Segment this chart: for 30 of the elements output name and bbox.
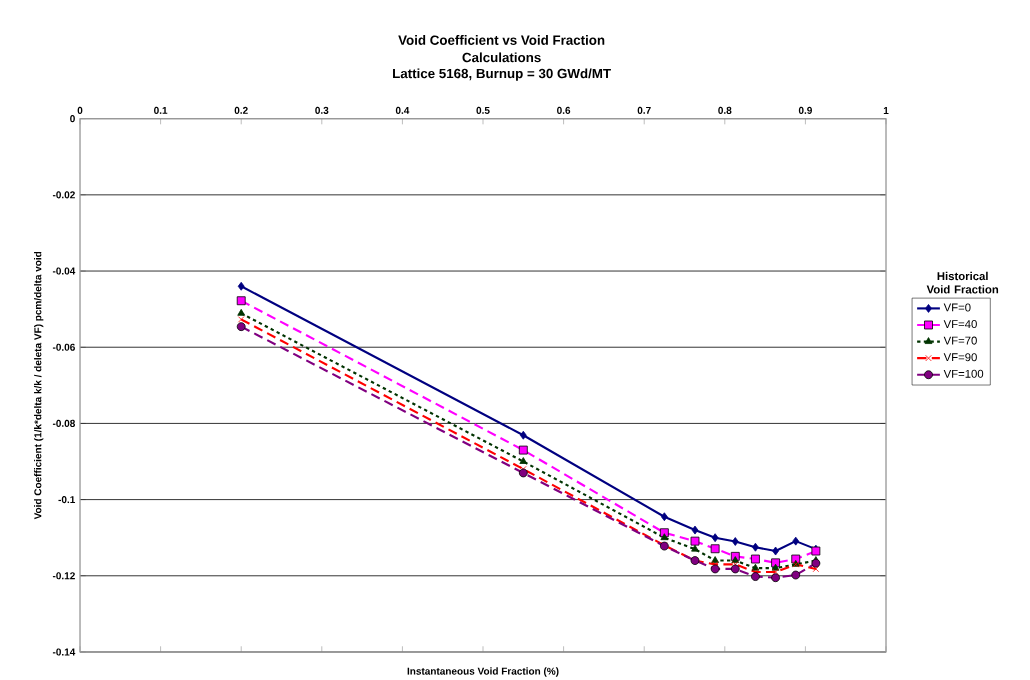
x-tick-label: 0.6	[557, 106, 571, 114]
x-tick-label: 0.4	[395, 106, 410, 114]
y-tick-label: -0.06	[52, 343, 75, 351]
x-tick-label: 1	[883, 107, 889, 114]
y-tick-label: -0.14	[52, 648, 76, 656]
y-tick-label: -0.1	[58, 496, 76, 504]
x-tick-label: 0.8	[718, 106, 732, 114]
legend-label: VF=100	[943, 369, 984, 378]
x-tick-label: 0.1	[154, 106, 168, 114]
x-axis-title: Instantaneous Void Fraction (%)	[407, 667, 559, 677]
x-tick-label: 0.2	[234, 106, 248, 114]
y-tick-label: -0.02	[52, 191, 75, 199]
y-tick-label: -0.12	[52, 572, 75, 580]
text: Lattice 5168, Burnup = 30 GWd/MT	[393, 68, 611, 81]
chart-subtitle: Calculations	[462, 52, 541, 63]
x-tick-label: 0.9	[798, 106, 812, 114]
chart-title: Void Coefficient vs Void Fraction	[398, 35, 605, 45]
y-tick-label: 0	[70, 115, 75, 123]
x-tick-label: 0.3	[315, 106, 329, 114]
legend-title: Historical Void Fraction	[926, 271, 999, 294]
y-axis-title: Void Coefficient (1/k*delta k/k / deleta VF) pcm/delta void	[34, 251, 44, 520]
x-tick-label: 0	[77, 106, 83, 114]
y-tick-label: -0.08	[52, 419, 75, 427]
legend-label: VF=40	[943, 320, 977, 329]
x-tick-label: 0.7	[637, 106, 651, 114]
legend-label: VF=90	[943, 353, 977, 362]
legend-label: VF=0	[943, 303, 971, 312]
x-tick-label: 0.5	[476, 106, 490, 114]
legend-label: VF=70	[943, 336, 977, 345]
y-tick-label: -0.04	[52, 267, 76, 275]
